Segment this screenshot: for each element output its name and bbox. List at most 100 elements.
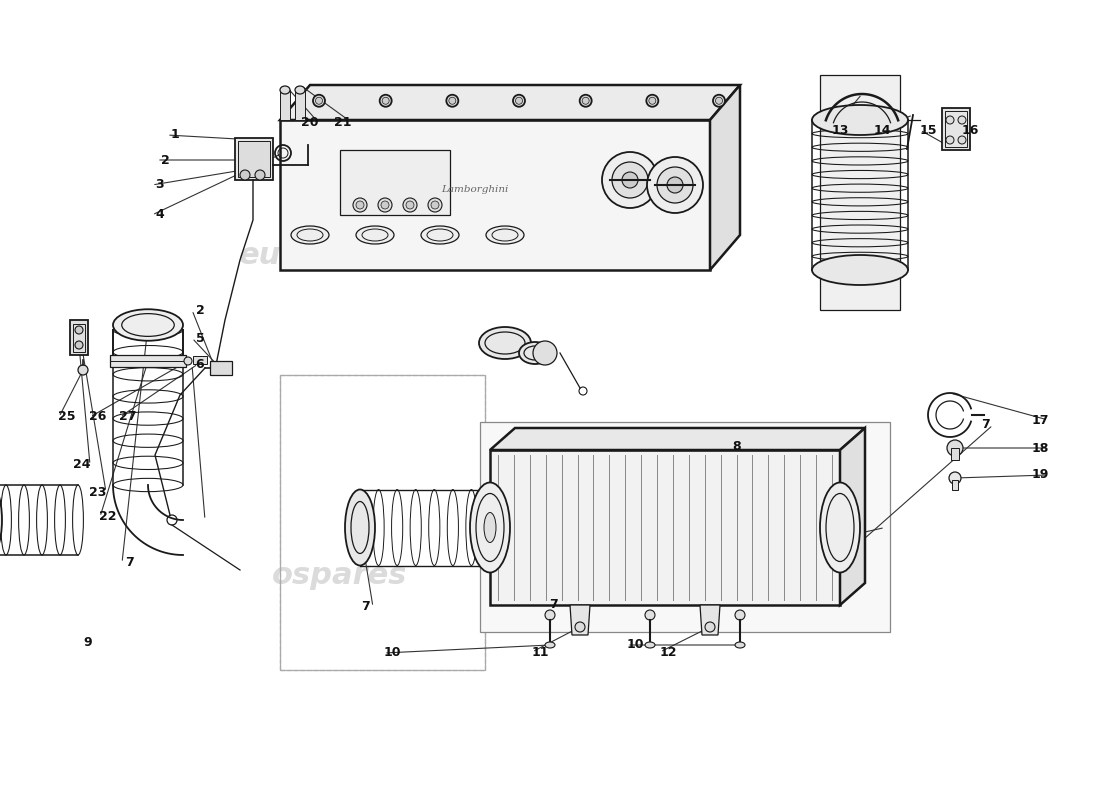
- Circle shape: [381, 201, 389, 209]
- Text: 7: 7: [549, 598, 558, 610]
- Ellipse shape: [812, 255, 907, 285]
- Polygon shape: [570, 605, 590, 635]
- Circle shape: [947, 440, 962, 456]
- Text: 19: 19: [1032, 469, 1048, 482]
- Circle shape: [379, 94, 392, 106]
- Ellipse shape: [0, 482, 2, 558]
- Ellipse shape: [113, 310, 183, 341]
- Text: 3: 3: [156, 178, 164, 191]
- Bar: [210, 361, 232, 375]
- Text: 25: 25: [58, 410, 76, 423]
- Text: 2: 2: [161, 154, 169, 166]
- Ellipse shape: [470, 482, 510, 573]
- Text: 9: 9: [84, 635, 92, 649]
- Text: 12: 12: [659, 646, 676, 658]
- Circle shape: [946, 136, 954, 144]
- Circle shape: [657, 167, 693, 203]
- Text: 27: 27: [119, 410, 136, 423]
- Circle shape: [958, 136, 966, 144]
- Bar: [340, 150, 450, 215]
- Polygon shape: [280, 85, 740, 120]
- Circle shape: [75, 326, 82, 334]
- Circle shape: [240, 170, 250, 180]
- Ellipse shape: [519, 342, 551, 364]
- Circle shape: [705, 622, 715, 632]
- Bar: [280, 120, 710, 270]
- Circle shape: [647, 157, 703, 213]
- Text: 24: 24: [74, 458, 90, 471]
- Circle shape: [353, 198, 367, 212]
- Bar: [820, 75, 900, 310]
- Circle shape: [406, 201, 414, 209]
- Circle shape: [647, 94, 658, 106]
- Text: ospares: ospares: [273, 561, 408, 590]
- Ellipse shape: [345, 490, 375, 566]
- Text: 18: 18: [1032, 442, 1048, 454]
- Bar: [192, 356, 207, 364]
- Text: 4: 4: [155, 209, 164, 222]
- Ellipse shape: [544, 642, 556, 648]
- Circle shape: [645, 610, 654, 620]
- Ellipse shape: [295, 86, 305, 94]
- Circle shape: [513, 94, 525, 106]
- Text: 7: 7: [125, 557, 134, 570]
- Circle shape: [715, 98, 723, 104]
- Circle shape: [356, 201, 364, 209]
- Text: 7: 7: [980, 418, 989, 431]
- Circle shape: [428, 198, 442, 212]
- Circle shape: [431, 201, 439, 209]
- Bar: [942, 108, 970, 150]
- Text: 21: 21: [334, 115, 352, 129]
- Text: 16: 16: [961, 123, 979, 137]
- Bar: [73, 324, 85, 352]
- Text: 6: 6: [196, 358, 205, 371]
- Bar: [952, 448, 959, 460]
- Circle shape: [544, 610, 556, 620]
- Bar: [238, 141, 270, 177]
- Circle shape: [958, 116, 966, 124]
- Text: 10: 10: [383, 646, 400, 659]
- Circle shape: [582, 98, 590, 104]
- Polygon shape: [840, 428, 865, 605]
- Circle shape: [184, 357, 192, 365]
- Polygon shape: [710, 85, 740, 270]
- Text: Lamborghini: Lamborghini: [441, 186, 508, 194]
- Text: 14: 14: [873, 123, 891, 137]
- Bar: [480, 422, 890, 632]
- Circle shape: [612, 162, 648, 198]
- Text: 26: 26: [89, 410, 107, 423]
- Bar: [295, 90, 305, 120]
- Text: 2: 2: [196, 303, 205, 317]
- Ellipse shape: [478, 327, 531, 359]
- Ellipse shape: [645, 642, 654, 648]
- Text: 17: 17: [1032, 414, 1048, 426]
- Circle shape: [621, 172, 638, 188]
- Circle shape: [667, 177, 683, 193]
- Ellipse shape: [812, 105, 907, 135]
- Polygon shape: [490, 428, 865, 450]
- Text: 20: 20: [301, 115, 319, 129]
- Ellipse shape: [820, 482, 860, 573]
- Text: 13: 13: [832, 123, 849, 137]
- Circle shape: [255, 170, 265, 180]
- Circle shape: [78, 365, 88, 375]
- Circle shape: [382, 98, 389, 104]
- Text: 23: 23: [89, 486, 107, 498]
- Text: 5: 5: [196, 331, 205, 345]
- Circle shape: [949, 472, 961, 484]
- Text: 11: 11: [531, 646, 549, 658]
- Circle shape: [516, 98, 522, 104]
- Circle shape: [378, 198, 392, 212]
- Text: 10: 10: [626, 638, 644, 651]
- Circle shape: [713, 94, 725, 106]
- Ellipse shape: [484, 513, 496, 542]
- Bar: [235, 138, 273, 180]
- Circle shape: [316, 98, 322, 104]
- Bar: [280, 90, 290, 120]
- Circle shape: [449, 98, 455, 104]
- Circle shape: [534, 341, 557, 365]
- Bar: [952, 480, 958, 490]
- Circle shape: [735, 610, 745, 620]
- Circle shape: [602, 152, 658, 208]
- Circle shape: [403, 198, 417, 212]
